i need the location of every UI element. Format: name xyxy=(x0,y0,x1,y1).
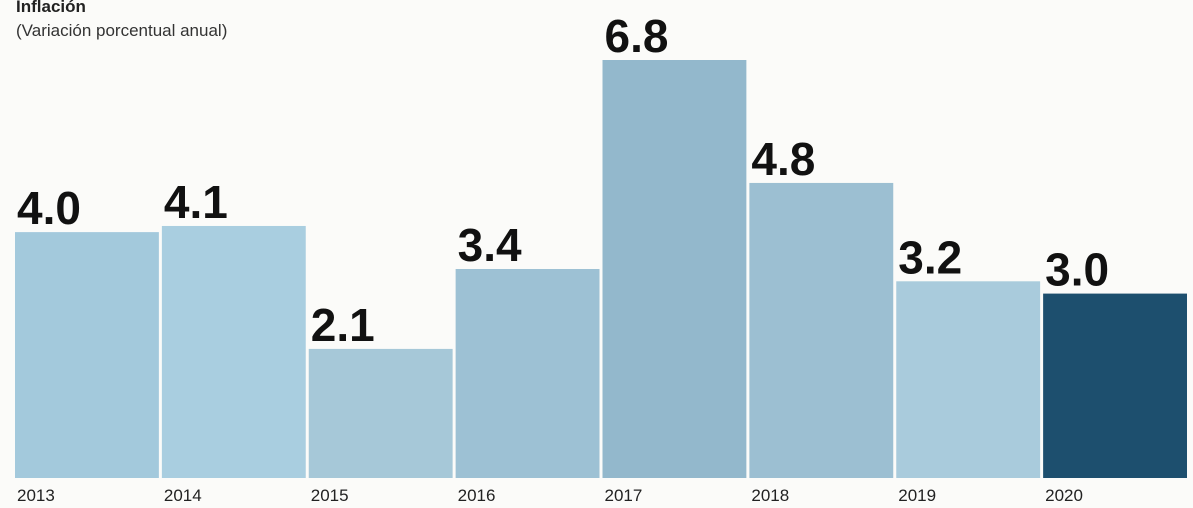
value-label: 3.0 xyxy=(1045,244,1109,296)
x-tick-label: 2018 xyxy=(751,486,789,505)
bar xyxy=(896,281,1041,478)
value-label: 2.1 xyxy=(311,299,375,351)
bar xyxy=(1043,293,1187,478)
bar xyxy=(749,182,894,479)
value-label: 3.2 xyxy=(898,231,962,283)
value-label: 3.4 xyxy=(458,219,522,271)
x-tick-label: 2014 xyxy=(164,486,202,505)
chart-subtitle: (Variación porcentual anual) xyxy=(16,21,227,40)
x-tick-label: 2013 xyxy=(17,486,55,505)
bar xyxy=(308,348,453,478)
bar xyxy=(161,225,306,478)
bar xyxy=(455,269,600,478)
x-tick-label: 2015 xyxy=(311,486,349,505)
bar xyxy=(602,60,747,478)
x-tick-label: 2017 xyxy=(605,486,643,505)
x-tick-label: 2019 xyxy=(898,486,936,505)
x-tick-label: 2016 xyxy=(458,486,496,505)
value-label: 4.8 xyxy=(751,133,815,185)
x-tick-label: 2020 xyxy=(1045,486,1083,505)
value-label: 4.1 xyxy=(164,176,228,228)
chart-title: Inflación xyxy=(16,0,86,16)
value-label: 6.8 xyxy=(605,10,669,62)
value-label: 4.0 xyxy=(17,182,81,234)
bar xyxy=(15,232,159,478)
